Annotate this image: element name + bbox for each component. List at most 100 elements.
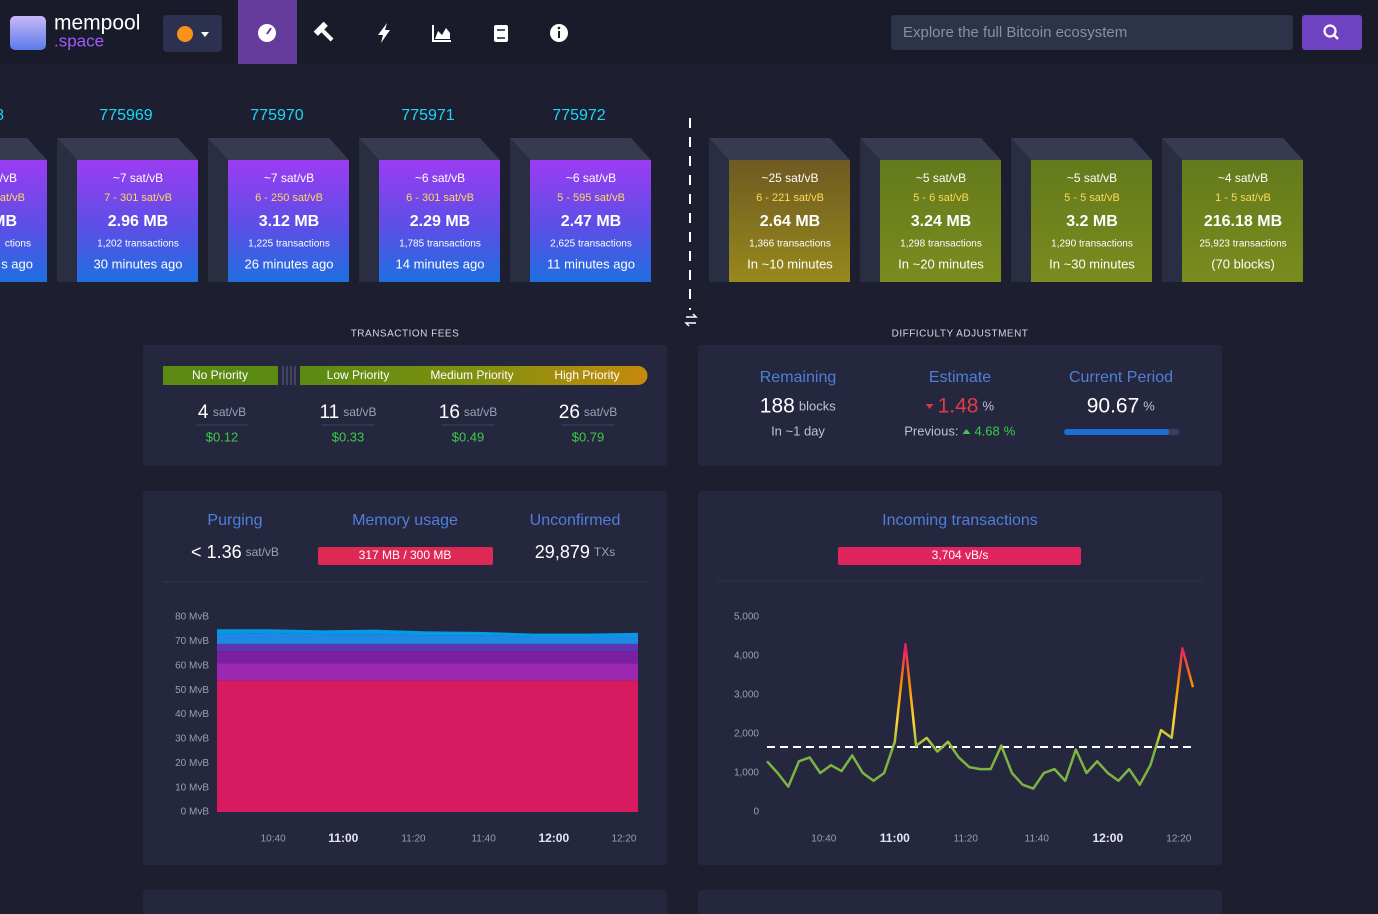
swap-icon[interactable] bbox=[684, 313, 698, 327]
stat-label: Purging bbox=[207, 512, 262, 529]
x-tick-label: 12:00 bbox=[538, 831, 569, 845]
fee-usd: $0.33 bbox=[332, 429, 365, 444]
block-txs: 1,298 transactions bbox=[900, 239, 982, 250]
block-front[interactable] bbox=[77, 160, 198, 282]
y-tick-label: 70 MvB bbox=[175, 636, 209, 647]
previous-value: 4.68 bbox=[974, 423, 999, 438]
nav-about[interactable] bbox=[550, 24, 568, 42]
unconfirmed-value: 29,879 bbox=[535, 542, 590, 562]
block-fee: ~6 sat/vB bbox=[566, 171, 616, 185]
fee-usd: $0.12 bbox=[206, 429, 239, 444]
block-front[interactable] bbox=[228, 160, 349, 282]
x-tick-label: 10:40 bbox=[811, 834, 836, 845]
y-tick-label: 0 MvB bbox=[181, 807, 210, 818]
fee-value: 11 bbox=[319, 402, 339, 423]
area-layer bbox=[217, 663, 638, 681]
difficulty-panel bbox=[698, 345, 1222, 466]
block-fee: ~5 sat/vB bbox=[916, 171, 966, 185]
block-size: 2.96 MB bbox=[108, 213, 168, 230]
nav-docs[interactable] bbox=[494, 25, 508, 42]
block-size: MB bbox=[0, 213, 17, 230]
block-size: 2.64 MB bbox=[760, 213, 820, 230]
y-tick-label: 2,000 bbox=[734, 729, 759, 740]
block-side bbox=[359, 138, 379, 282]
block-txs: 1,785 transactions bbox=[399, 239, 481, 250]
block-front[interactable] bbox=[530, 160, 651, 282]
block-front[interactable] bbox=[379, 160, 500, 282]
y-tick-label: 50 MvB bbox=[175, 685, 209, 696]
block-height: 775971 bbox=[401, 107, 454, 124]
fee-label: No Priority bbox=[192, 368, 248, 382]
search-input[interactable] bbox=[891, 15, 1293, 50]
block-top bbox=[860, 138, 1001, 160]
block-top bbox=[57, 138, 198, 160]
incoming-bar bbox=[838, 547, 1081, 565]
caret bbox=[201, 32, 209, 37]
block-front[interactable] bbox=[1031, 160, 1152, 282]
difficulty-label: Current Period bbox=[1069, 369, 1173, 386]
block-txs: ctions bbox=[5, 239, 31, 250]
block-time: In ~10 minutes bbox=[747, 256, 833, 271]
block-top bbox=[359, 138, 500, 160]
incoming-panel bbox=[698, 491, 1222, 865]
block-front[interactable] bbox=[880, 160, 1001, 282]
section-title: DIFFICULTY ADJUSTMENT bbox=[892, 329, 1029, 340]
remaining-value: 188 bbox=[760, 395, 795, 418]
block-range: 5 - 5 sat/vB bbox=[1064, 192, 1120, 204]
block-range: 7 - 301 sat/vB bbox=[104, 192, 172, 204]
trend-icon bbox=[925, 404, 934, 409]
block-txs: 1,366 transactions bbox=[749, 239, 831, 250]
block-time: 14 minutes ago bbox=[396, 256, 485, 271]
block-time: In ~30 minutes bbox=[1049, 256, 1135, 271]
x-tick-label: 11:00 bbox=[880, 831, 910, 845]
nav-graphs[interactable] bbox=[432, 25, 451, 42]
x-tick-label: 11:00 bbox=[328, 831, 358, 845]
nav-dashboard[interactable] bbox=[258, 24, 276, 42]
fee-usd: $0.79 bbox=[572, 429, 605, 444]
y-tick-label: 1,000 bbox=[734, 768, 759, 779]
block-txs: 25,923 transactions bbox=[1199, 239, 1286, 250]
stat-label: Memory usage bbox=[352, 512, 458, 529]
nav-mining[interactable] bbox=[313, 21, 337, 45]
area-layer bbox=[217, 632, 638, 644]
logo-icon[interactable] bbox=[10, 16, 46, 50]
period-unit: % bbox=[1143, 398, 1155, 413]
remaining-eta: In ~1 day bbox=[771, 423, 825, 438]
y-tick-label: 3,000 bbox=[734, 690, 759, 701]
block-txs: 2,625 transactions bbox=[550, 239, 632, 250]
block-side bbox=[1011, 138, 1031, 282]
fee-label: Medium Priority bbox=[430, 368, 513, 382]
block-time: 30 minutes ago bbox=[94, 256, 183, 271]
block-front[interactable] bbox=[0, 160, 47, 282]
block-range: at/vB bbox=[0, 192, 25, 204]
fee-label: High Priority bbox=[554, 368, 619, 382]
block-front[interactable] bbox=[1182, 160, 1303, 282]
remaining-unit: blocks bbox=[799, 398, 836, 413]
block-range: 1 - 5 sat/vB bbox=[1215, 192, 1271, 204]
y-tick-label: 5,000 bbox=[734, 612, 759, 623]
block-side bbox=[1162, 138, 1182, 282]
y-tick-label: 30 MvB bbox=[175, 734, 209, 745]
block-top bbox=[1162, 138, 1303, 160]
progress-fill bbox=[1064, 429, 1170, 435]
x-tick-label: 12:20 bbox=[1166, 834, 1191, 845]
block-top bbox=[510, 138, 651, 160]
logo-suffix: .space bbox=[54, 31, 104, 50]
x-tick-label: 11:20 bbox=[401, 834, 426, 845]
block-front[interactable] bbox=[729, 160, 850, 282]
search-button[interactable] bbox=[1302, 15, 1362, 50]
y-tick-label: 20 MvB bbox=[175, 758, 209, 769]
incoming-line bbox=[766, 643, 1195, 790]
incoming-label: Incoming transactions bbox=[882, 512, 1038, 529]
block-time: 26 minutes ago bbox=[245, 256, 334, 271]
block-fee: ~7 sat/vB bbox=[264, 171, 314, 185]
x-tick-label: 11:40 bbox=[471, 834, 496, 845]
nav-lightning[interactable] bbox=[378, 23, 390, 43]
block-side bbox=[57, 138, 77, 282]
x-tick-label: 10:40 bbox=[261, 834, 286, 845]
block-time: In ~20 minutes bbox=[898, 256, 984, 271]
fee-unit: sat/vB bbox=[213, 405, 246, 419]
fee-label: Low Priority bbox=[327, 368, 390, 382]
fee-value: 26 bbox=[559, 402, 580, 423]
